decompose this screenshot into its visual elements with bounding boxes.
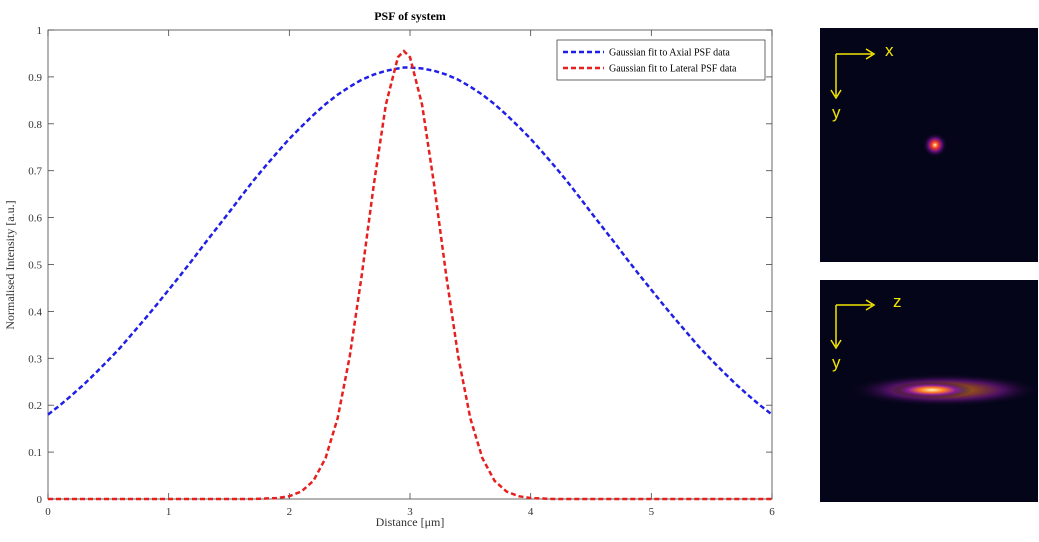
axes-arrows-zy [830, 299, 876, 350]
x-tick-label: 5 [649, 506, 655, 518]
inset-x-label: z [893, 292, 902, 311]
y-tick-label: 0.2 [28, 400, 42, 412]
inset-y-label: y [832, 353, 841, 372]
y-tick-label: 0.9 [28, 72, 42, 84]
y-tick-label: 0.4 [28, 306, 42, 318]
y-tick-label: 0 [37, 494, 43, 506]
legend-label: Gaussian fit to Axial PSF data [609, 48, 730, 59]
y-tick-label: 1 [37, 25, 43, 37]
x-tick-label: 0 [45, 506, 51, 518]
y-tick-label: 0.7 [28, 166, 42, 178]
axes-arrows-xy [830, 48, 876, 100]
x-tick-label: 3 [407, 506, 413, 518]
y-axis-label: Normalised Intensity [a.u.] [3, 200, 17, 329]
y-tick-label: 0.8 [28, 119, 42, 131]
x-tick-label: 6 [769, 506, 775, 518]
x-tick-label: 2 [287, 506, 293, 518]
y-tick-label: 0.3 [28, 353, 42, 365]
y-tick-label: 0.6 [28, 213, 42, 225]
inset-y-label: y [832, 103, 841, 122]
x-tick-label: 1 [166, 506, 172, 518]
data-line [47, 66, 773, 416]
psf-spot-zy [892, 382, 972, 398]
x-axis-label: Distance [μm] [376, 515, 445, 529]
chart-title: PSF of system [374, 9, 446, 23]
data-line [48, 49, 772, 501]
inset-x-label: x [885, 41, 894, 60]
psf-spot-xy [923, 133, 947, 157]
legend: Gaussian fit to Axial PSF data Gaussian f… [556, 39, 766, 81]
y-tick-label: 0.5 [28, 260, 42, 272]
legend-label: Gaussian fit to Lateral PSF data [609, 64, 737, 75]
y-tick-label: 0.1 [28, 447, 42, 459]
legend-box [556, 39, 766, 81]
x-tick-label: 4 [528, 506, 534, 518]
plot-frame [47, 29, 773, 500]
